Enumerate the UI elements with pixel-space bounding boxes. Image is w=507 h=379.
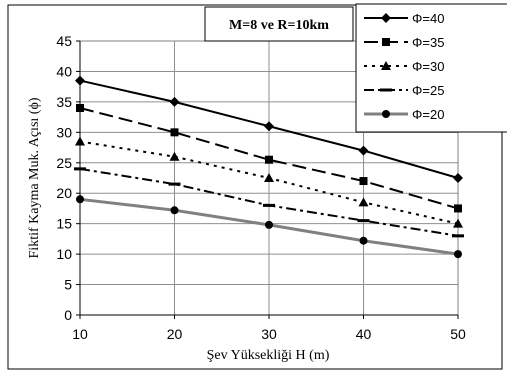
data-point-dash [168,182,181,186]
series-3 [75,136,463,228]
y-tick-label: 0 [64,307,72,323]
data-point-diamond [381,13,391,23]
x-tick-label: 10 [72,326,88,342]
legend-label: Φ=40 [412,11,444,26]
data-point-diamond [264,121,274,132]
legend-label: Φ=35 [412,35,444,50]
x-tick-label: 40 [356,326,372,342]
legend-box [355,3,507,133]
data-point-square [454,204,462,213]
x-tick-label: 30 [261,326,277,342]
y-tick-label: 45 [56,33,72,49]
series-layer [74,75,464,259]
chart-title: M=8 ve R=10km [229,18,329,33]
data-point-diamond [358,145,369,156]
data-point-diamond [453,173,463,183]
data-point-dash [357,219,370,223]
legend-entry: Φ=20 [364,107,444,122]
x-tick-label: 20 [167,326,183,342]
data-point-circle [454,250,462,259]
y-tick-label: 5 [64,277,72,293]
data-point-circle [359,236,368,245]
data-point-circle [265,220,273,229]
data-point-triangle [358,197,369,207]
data-point-square [265,155,273,164]
data-point-triangle [169,151,180,161]
y-tick-label: 10 [56,246,72,262]
data-point-diamond [169,96,180,107]
legend-label: Φ=30 [412,59,444,74]
chart-title-box [204,6,354,42]
data-point-triangle [453,218,463,228]
legend-label: Φ=25 [412,83,444,98]
data-point-dash [452,234,464,238]
data-point-dash [263,203,275,207]
data-point-square [359,177,368,186]
data-point-circle [170,206,179,215]
y-tick-label: 20 [56,185,72,201]
data-point-square [382,38,390,46]
axes: 0 5 10 15 20 25 30 35 40 45 10 20 30 40 50 [56,33,466,342]
x-axis-label: Şev Yüksekliği H (m) [207,348,330,363]
data-point-triangle [381,61,391,70]
y-tick-label: 25 [56,155,72,171]
legend-entry: Φ=25 [364,83,444,98]
y-tick-label: 15 [56,216,72,232]
y-tick-label: 40 [56,63,72,79]
y-tick-label: 35 [56,94,72,110]
legend-entry: Φ=35 [364,35,444,50]
legend-entry: Φ=30 [364,59,444,74]
y-tick-label: 30 [56,124,72,140]
y-axis-label: Fiktif Kayma Muk. Açısı (ϕ) [27,97,42,258]
data-point-square [170,128,179,137]
series-1 [75,75,463,183]
legend-entry: Φ=40 [364,11,444,26]
data-point-circle [382,110,390,118]
data-point-triangle [264,173,274,182]
legend: Φ=40 Φ=35 Φ=30 Φ=25 Φ=20 [355,3,507,133]
data-point-dash [380,88,392,92]
legend-label: Φ=20 [412,107,444,122]
series-line [79,107,459,210]
x-tick-label: 50 [450,326,466,342]
